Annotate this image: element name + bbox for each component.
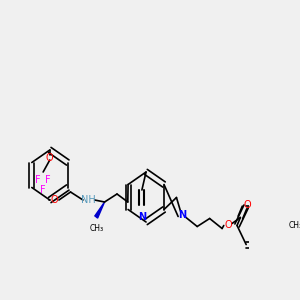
Text: CH₃: CH₃ [89,224,103,233]
Text: F: F [45,175,51,185]
Text: O: O [224,220,232,230]
Text: O: O [50,195,58,205]
Text: N: N [138,212,146,222]
Text: O: O [46,153,54,163]
Text: F: F [34,175,40,185]
Text: NH: NH [81,195,95,205]
Text: F: F [40,185,46,195]
Text: CH₃: CH₃ [289,221,300,230]
Polygon shape [95,202,105,218]
Text: N: N [178,209,186,220]
Text: O: O [243,200,251,209]
